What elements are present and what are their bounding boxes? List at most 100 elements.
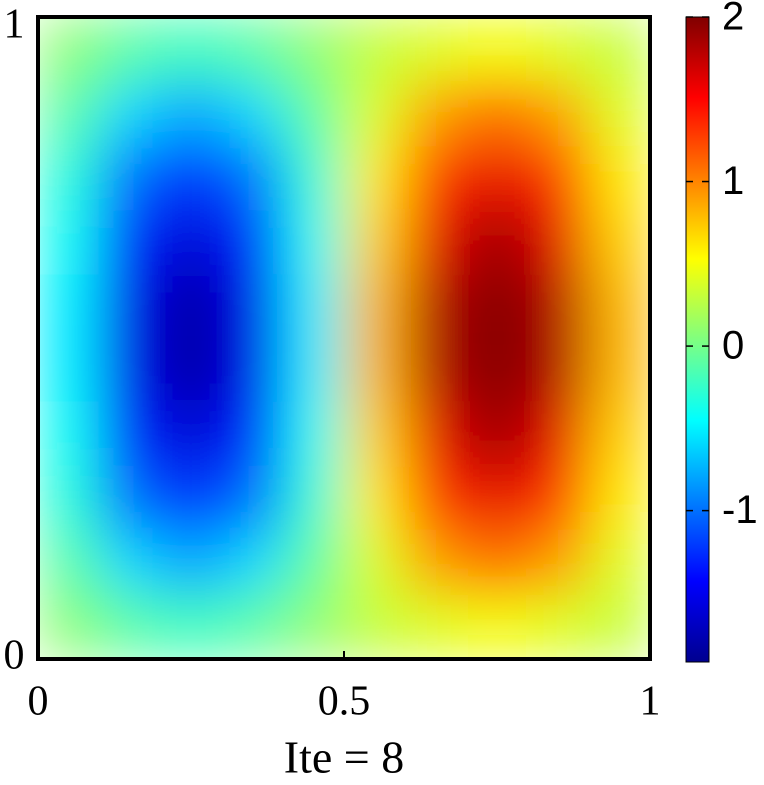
heatmap-cell [405,338,467,403]
heatmap-cell [221,17,284,82]
heatmap-cell [466,594,529,659]
heatmap-cell [527,17,590,82]
heatmap-cell [99,209,161,275]
heatmap-cell [344,273,406,339]
heatmap-cell [160,209,223,275]
heatmap-cell [344,594,406,659]
heatmap-cell [221,530,284,596]
heatmap-cell [527,145,590,211]
heatmap-cell [221,402,284,467]
heatmap-cell [466,530,529,596]
heatmap-cell [282,209,345,275]
heatmap-cell [344,209,406,275]
heatmap-cell [344,81,406,146]
heatmap-cell [466,145,529,211]
heatmap-cell [466,273,529,339]
heatmap-cell [221,209,284,275]
heatmap-cell [344,466,406,532]
heatmap-cell [38,466,100,532]
heatmap-cell [588,466,650,532]
heatmap-cell [588,530,650,596]
y-tick-label: 0 [4,633,25,679]
y-tick-label: 1 [4,2,25,48]
heatmap-cell [344,338,406,403]
heatmap-cell [160,530,223,596]
heatmap-cell [405,17,467,82]
heatmap-cell [282,17,345,82]
heatmap-cell [38,338,100,403]
heatmap-cell [38,17,100,82]
x-tick-label: 0.5 [318,679,371,725]
heatmap-cell [466,466,529,532]
heatmap-cell [405,594,467,659]
heatmap-cell [405,466,467,532]
heatmap-cell [588,338,650,403]
heatmap-cell [405,402,467,467]
heatmap-cell [405,81,467,146]
heatmap-cell [527,81,590,146]
heatmap-cell [282,594,345,659]
heatmap-cell [405,145,467,211]
heatmap-cells [38,17,650,659]
heatmap-cell [588,81,650,146]
heatmap-cell [466,338,529,403]
heatmap-cell [99,594,161,659]
heatmap-cell [38,209,100,275]
heatmap-cell [588,594,650,659]
heatmap-cell [38,402,100,467]
heatmap-cell [99,402,161,467]
heatmap-cell [160,145,223,211]
heatmap-cell [99,338,161,403]
heatmap-cell [282,466,345,532]
heatmap-area [38,17,650,659]
heatmap-cell [527,530,590,596]
heatmap-cell [99,17,161,82]
heatmap-cell [466,402,529,467]
heatmap-cell [221,338,284,403]
heatmap-cell [160,338,223,403]
heatmap-cell [527,594,590,659]
heatmap-cell [38,273,100,339]
heatmap-cell [221,273,284,339]
colorbar-tick-label: -1 [722,488,758,532]
colorbar-tick-label: 0 [722,324,744,368]
heatmap-cell [160,466,223,532]
heatmap-cell [38,594,100,659]
heatmap-cell [527,338,590,403]
heatmap-cell [527,402,590,467]
x-tick-label: 1 [640,679,661,725]
heatmap-cell [344,145,406,211]
heatmap-cell [221,145,284,211]
heatmap-cell [99,145,161,211]
x-tick-label: 0 [28,679,49,725]
heatmap-cell [466,17,529,82]
heatmap-cell [99,530,161,596]
heatmap-cell [160,402,223,467]
heatmap-cell [221,81,284,146]
heatmap-cell [99,273,161,339]
colorbar [685,16,710,663]
heatmap-cell [38,145,100,211]
heatmap-cell [344,530,406,596]
heatmap-cell [38,81,100,146]
heatmap-cell [466,81,529,146]
heatmap-cell [282,273,345,339]
heatmap-cell [160,81,223,146]
colorbar-tick-label: 2 [722,0,744,39]
heatmap-cell [99,466,161,532]
heatmap-cell [160,17,223,82]
heatmap-cell [588,273,650,339]
heatmap-cell [99,81,161,146]
heatmap-cell [588,145,650,211]
heatmap-cell [160,273,223,339]
heatmap-cell [344,17,406,82]
heatmap-cell [221,466,284,532]
heatmap-cell [282,402,345,467]
heatmap-cell [405,273,467,339]
heatmap-cell [588,402,650,467]
x-axis-label: Ite = 8 [284,732,404,783]
heatmap-cell [466,209,529,275]
heatmap-cell [405,209,467,275]
heatmap-cell [527,466,590,532]
